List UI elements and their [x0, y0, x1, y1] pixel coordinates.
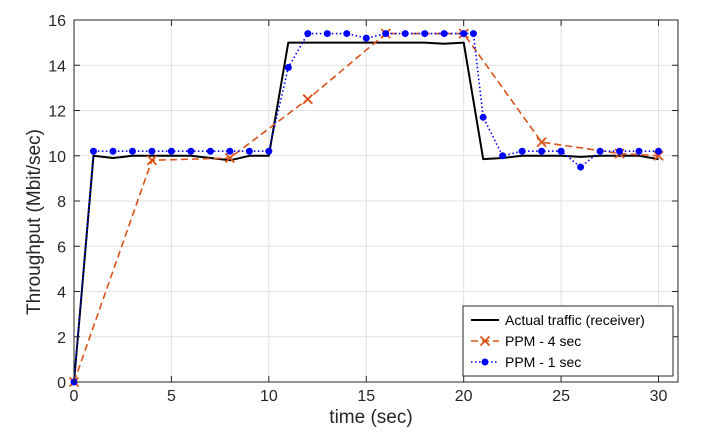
data-point	[401, 30, 409, 38]
data-point	[518, 147, 526, 155]
data-point	[557, 147, 565, 155]
data-point	[187, 147, 195, 155]
data-point	[302, 94, 313, 105]
y-tick-label: 16	[48, 13, 66, 30]
x-tick-label: 0	[70, 388, 79, 405]
data-point	[538, 147, 546, 155]
ticks	[73, 19, 678, 383]
data-point	[460, 30, 468, 38]
data-point	[479, 113, 487, 121]
data-point	[499, 152, 507, 160]
series-line	[73, 41, 659, 383]
legend-item: PPM - 1 sec	[471, 354, 581, 370]
data-point	[577, 163, 585, 171]
x-tick-label: 20	[455, 388, 473, 405]
data-point	[616, 147, 624, 155]
legend: Actual traffic (receiver) PPM - 4 sec PPM …	[462, 305, 674, 377]
legend-marker	[479, 335, 491, 347]
data-point	[635, 147, 643, 155]
y-tick-label: 4	[57, 285, 66, 302]
series-actual-traffic-receiver	[73, 41, 659, 383]
x-tick-label: 25	[552, 388, 570, 405]
y-tick-label: 12	[48, 104, 66, 121]
data-point	[469, 30, 477, 38]
y-tick-label: 2	[57, 330, 66, 347]
legend-marker	[481, 358, 489, 366]
data-point	[128, 147, 136, 155]
data-point	[89, 147, 97, 155]
y-axis-title: Throughput (Mbit/sec)	[24, 129, 45, 315]
data-point	[224, 152, 236, 164]
y-tick-label: 8	[57, 194, 66, 211]
data-point	[167, 147, 175, 155]
tick-labels: 0 5 10 15 20 25 30 0 2 4 6 8 10 12 14 16	[48, 13, 667, 405]
data-point	[343, 30, 351, 38]
data-point	[109, 147, 117, 155]
y-tick-label: 0	[57, 375, 66, 392]
data-point	[245, 147, 253, 155]
data-point	[382, 30, 390, 38]
plot-area	[68, 28, 664, 388]
data-point	[146, 155, 158, 166]
data-point	[362, 34, 370, 42]
x-tick-label: 5	[167, 388, 176, 405]
x-tick-label: 30	[650, 388, 668, 405]
legend-label: PPM - 4 sec	[505, 333, 581, 349]
data-point	[655, 147, 663, 155]
data-point	[596, 147, 604, 155]
x-tick-label: 15	[357, 388, 375, 405]
legend-label: Actual traffic (receiver)	[505, 312, 645, 328]
x-axis-title: time (sec)	[329, 407, 412, 428]
x-tick-label: 10	[260, 388, 278, 405]
data-point	[421, 30, 429, 38]
series-ppm-1-sec	[70, 30, 663, 386]
data-point	[440, 30, 448, 38]
data-point	[304, 30, 312, 38]
data-point	[226, 147, 234, 155]
y-tick-label: 10	[48, 149, 66, 166]
legend-item: Actual traffic (receiver)	[471, 312, 645, 328]
y-tick-label: 14	[48, 58, 66, 75]
legend-label: PPM - 1 sec	[505, 354, 581, 370]
legend-item: PPM - 4 sec	[471, 333, 581, 349]
data-point	[148, 147, 156, 155]
data-point	[284, 64, 292, 72]
data-point	[265, 147, 273, 155]
data-point	[206, 147, 214, 155]
y-tick-label: 6	[57, 239, 66, 256]
data-point	[323, 30, 331, 38]
data-point	[536, 137, 547, 148]
